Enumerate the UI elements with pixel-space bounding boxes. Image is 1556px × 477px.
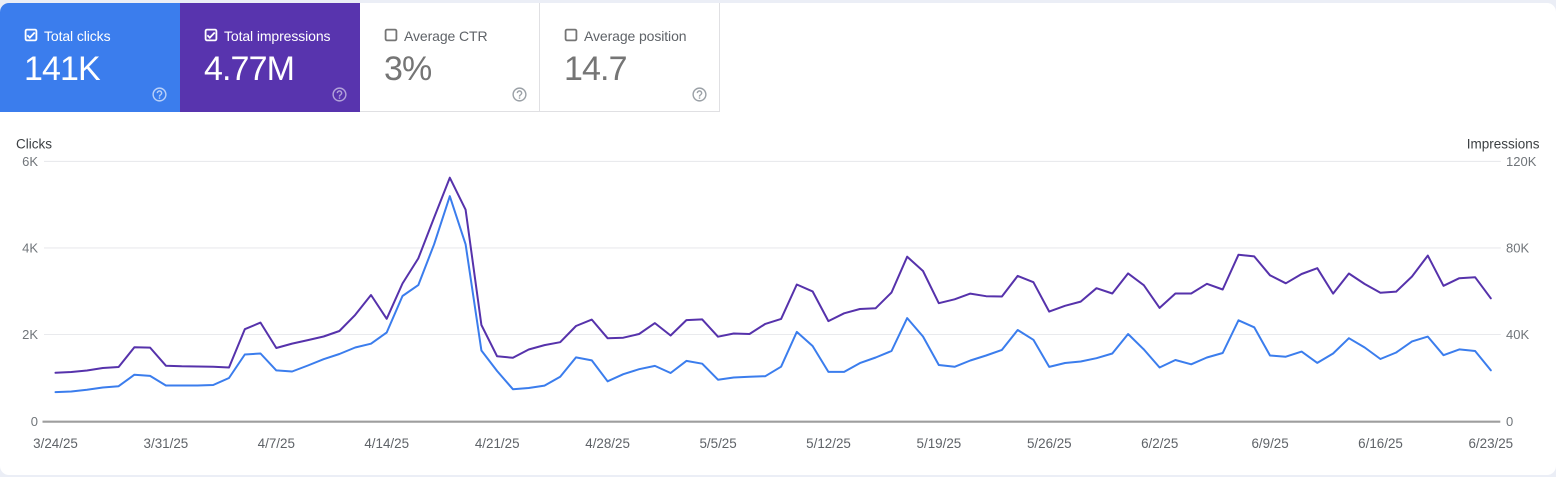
svg-text:5/19/25: 5/19/25 <box>917 436 962 451</box>
svg-text:4/21/25: 4/21/25 <box>475 436 520 451</box>
svg-text:3/24/25: 3/24/25 <box>33 436 78 451</box>
svg-text:5/12/25: 5/12/25 <box>806 436 851 451</box>
svg-text:Impressions: Impressions <box>1467 137 1540 152</box>
svg-text:Clicks: Clicks <box>16 137 52 152</box>
svg-text:120K: 120K <box>1506 154 1537 169</box>
svg-text:40K: 40K <box>1506 327 1529 342</box>
svg-text:5/5/25: 5/5/25 <box>699 436 736 451</box>
svg-text:3/31/25: 3/31/25 <box>144 436 189 451</box>
svg-text:6K: 6K <box>22 154 38 169</box>
svg-text:4/28/25: 4/28/25 <box>585 436 630 451</box>
svg-text:6/23/25: 6/23/25 <box>1468 436 1513 451</box>
svg-text:0: 0 <box>1506 414 1513 429</box>
svg-text:4/14/25: 4/14/25 <box>364 436 409 451</box>
svg-text:0: 0 <box>31 414 38 429</box>
svg-text:4K: 4K <box>22 240 38 255</box>
svg-text:2K: 2K <box>22 327 38 342</box>
svg-text:6/2/25: 6/2/25 <box>1141 436 1178 451</box>
svg-text:4/7/25: 4/7/25 <box>258 436 295 451</box>
svg-text:5/26/25: 5/26/25 <box>1027 436 1072 451</box>
svg-text:80K: 80K <box>1506 240 1529 255</box>
svg-text:6/16/25: 6/16/25 <box>1358 436 1403 451</box>
svg-text:6/9/25: 6/9/25 <box>1251 436 1288 451</box>
